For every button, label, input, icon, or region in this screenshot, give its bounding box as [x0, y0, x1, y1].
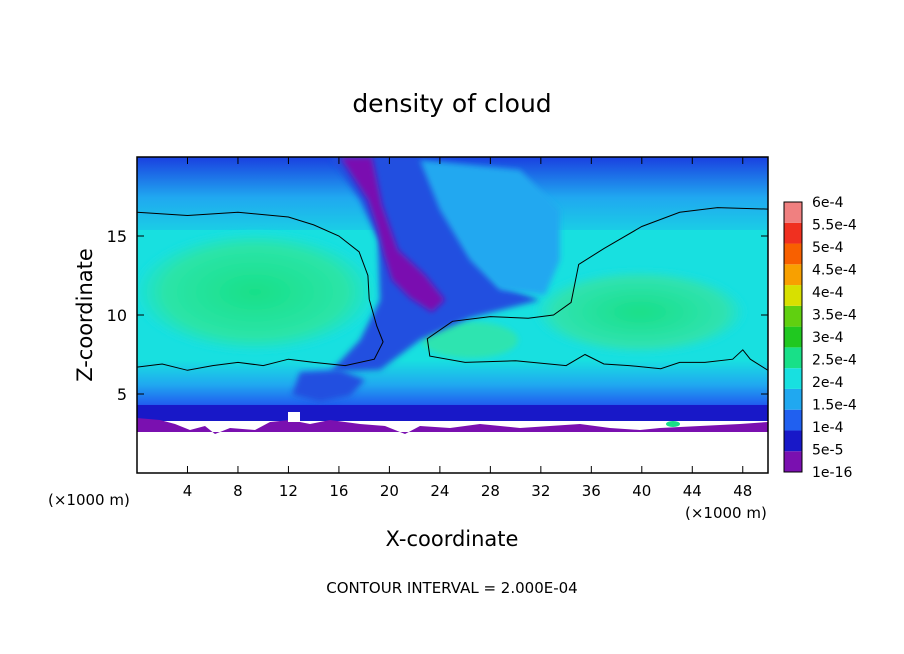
chart-title: density of cloud: [352, 89, 551, 118]
x-tick-label: 48: [733, 482, 752, 500]
colorbar-label: 2.5e-4: [812, 353, 857, 369]
x-tick-label: 16: [329, 482, 348, 500]
colorbar-label: 1e-16: [812, 465, 852, 481]
y-axis-label: Z-coordinate: [73, 248, 97, 382]
x-tick-label: 36: [582, 482, 601, 500]
x-tick-label: 4: [183, 482, 193, 500]
y-tick-label: 10: [107, 306, 127, 325]
x-tick-label: 32: [531, 482, 550, 500]
colorbar-label: 3e-4: [812, 330, 844, 346]
contour-interval-note: CONTOUR INTERVAL = 2.000E-04: [326, 579, 577, 597]
y-tick-label: 5: [117, 385, 127, 404]
colorbar-label: 2e-4: [812, 375, 844, 391]
colorbar-label: 1e-4: [812, 420, 844, 436]
x-tick-label: 44: [683, 482, 702, 500]
x-axis-label: X-coordinate: [386, 527, 519, 551]
colorbar-swatch: [784, 347, 802, 369]
colorbar-swatch: [784, 326, 802, 348]
colorbar: 1e-16 5e-5 1e-4 1.5e-4 2e-4 2.5e-4 3e-4 3.5e-4 4…: [783, 195, 857, 481]
colorbar-label: 1.5e-4: [812, 398, 857, 414]
y-tick-label: 15: [107, 227, 127, 246]
contour-line-left: [137, 211, 384, 371]
colorbar-swatch: [784, 202, 802, 223]
colorbar-label: 5e-5: [812, 443, 843, 459]
colorbar-label: 5e-4: [812, 240, 844, 256]
colorbar-swatch: [784, 368, 802, 389]
y-axis-ticks: 5 10 15: [107, 227, 768, 404]
x-tick-label: 28: [481, 482, 500, 500]
colorbar-swatch: [784, 222, 802, 244]
colorbar-label: 5.5e-4: [812, 218, 857, 234]
colorbar-swatch: [784, 264, 802, 286]
x-unit-right: (×1000 m): [685, 504, 767, 522]
colorbar-swatch: [784, 430, 802, 452]
x-unit-left: (×1000 m): [48, 491, 130, 509]
x-tick-label: 8: [233, 482, 243, 500]
colorbar-label: 3.5e-4: [812, 308, 857, 324]
x-tick-label: 40: [632, 482, 651, 500]
heatmap-field: [137, 157, 768, 473]
colorbar-swatch: [784, 305, 802, 327]
x-axis-ticks: 4 8 12 16 20 24 28 32 36 40 44 48: [183, 157, 752, 500]
colorbar-label: 6e-4: [812, 195, 844, 211]
contour-line-right: [426, 207, 768, 371]
x-tick-label: 20: [380, 482, 399, 500]
x-tick-label: 24: [430, 482, 449, 500]
colorbar-swatch: [784, 243, 802, 265]
colorbar-swatch: [784, 409, 802, 431]
colorbar-label: 4.5e-4: [812, 263, 857, 279]
colorbar-label: 4e-4: [812, 285, 844, 301]
colorbar-frame: [783, 201, 803, 473]
colorbar-swatch: [784, 285, 802, 306]
colorbar-swatch: [784, 388, 802, 410]
x-tick-label: 12: [279, 482, 298, 500]
colorbar-swatch: [784, 451, 802, 472]
